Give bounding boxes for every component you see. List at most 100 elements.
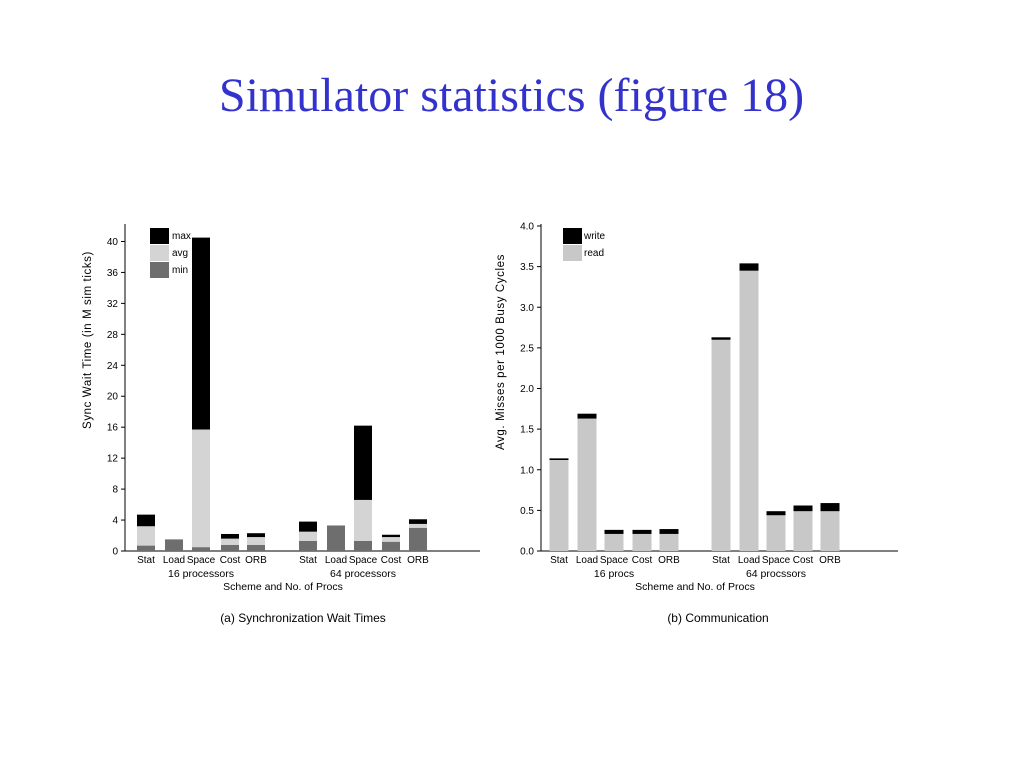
bar-a-1-stat-max: [299, 521, 317, 532]
bar-a-1-load-min: [327, 525, 345, 551]
bar-b-1-cost-write: [793, 505, 813, 512]
bar-a-0-load-min: [165, 539, 183, 551]
x-tick-label-a: Stat: [137, 555, 155, 566]
bar-a-0-orb-min: [247, 544, 265, 551]
x-tick-label-a: Space: [187, 555, 216, 566]
legend-label-a-min: min: [172, 265, 188, 276]
bar-b-0-orb-write: [659, 529, 679, 534]
x-tick-label-b: Space: [600, 555, 629, 566]
legend-swatch-b-read: [563, 245, 582, 261]
bar-b-0-space-write: [604, 529, 624, 534]
x-tick-label-b: Load: [576, 555, 598, 566]
x-tick-label-a: Cost: [220, 555, 241, 566]
y-tick-label-b: 1.5: [520, 425, 534, 436]
y-tick-label-b: 2.0: [520, 384, 534, 395]
y-tick-label-b: 0.0: [520, 547, 534, 558]
y-tick-label-b: 4.0: [520, 222, 534, 233]
y-axis-label-b: Avg. Misses per 1000 Busy Cycles: [495, 254, 507, 450]
bar-b-1-orb-write: [820, 503, 840, 512]
legend-label-a-max: max: [172, 231, 191, 242]
bar-b-1-space-read: [766, 515, 786, 551]
y-tick-label-b: 0.5: [520, 506, 534, 517]
y-tick-label-a: 24: [107, 361, 119, 372]
x-axis-label-a: Scheme and No. of Procs: [223, 581, 343, 593]
bar-a-1-orb-min: [409, 527, 427, 551]
y-tick-label-a: 20: [107, 392, 119, 403]
x-axis-label-b: Scheme and No. of Procs: [635, 581, 755, 593]
bar-b-1-stat-read: [711, 339, 731, 551]
bar-b-0-load-read: [577, 418, 597, 551]
bar-b-1-space-write: [766, 511, 786, 516]
bar-a-1-cost-avg: [382, 537, 400, 542]
bar-a-1-stat-avg: [299, 531, 317, 541]
bar-b-1-load-read: [739, 270, 759, 551]
x-tick-label-b: Stat: [712, 555, 730, 566]
bar-a-0-cost-avg: [221, 538, 239, 545]
legend-swatch-b-write: [563, 228, 582, 244]
x-tick-label-b: Stat: [550, 555, 568, 566]
group-label-b: 16 procs: [594, 568, 634, 580]
y-axis-label-a: Sync Wait Time (in M sim ticks): [82, 251, 94, 429]
bar-a-1-cost-max: [382, 534, 400, 538]
y-tick-label-a: 4: [112, 516, 118, 527]
bar-a-1-orb-avg: [409, 523, 427, 528]
legend-swatch-a-min: [150, 262, 169, 278]
bar-b-0-orb-read: [659, 533, 679, 551]
bar-b-1-cost-read: [793, 511, 813, 551]
bar-a-0-orb-avg: [247, 537, 265, 545]
group-label-b: 64 procssors: [746, 568, 806, 580]
chart-caption-b: (b) Communication: [667, 611, 768, 625]
bar-a-0-space-avg: [192, 429, 210, 548]
x-tick-label-a: Cost: [381, 555, 402, 566]
y-tick-label-b: 1.0: [520, 465, 534, 476]
bar-a-0-orb-max: [247, 533, 265, 538]
bar-b-0-cost-write: [632, 529, 652, 534]
chart-communication: 0.0 0.5 1.0 1.5 2.0 2.5 3.0 3.5 4.0 Avg. Misses p…: [495, 222, 898, 625]
x-tick-label-a: Stat: [299, 555, 317, 566]
bar-a-0-space-min: [192, 547, 210, 551]
chart-caption-a: (a) Synchronization Wait Times: [220, 611, 386, 625]
bar-b-0-stat-read: [549, 460, 569, 551]
y-tick-label-a: 32: [107, 299, 119, 310]
x-tick-label-b: Load: [738, 555, 760, 566]
bar-a-0-stat-max: [137, 514, 155, 527]
bar-b-0-space-read: [604, 533, 624, 551]
x-tick-label-b: Space: [762, 555, 791, 566]
bar-a-1-space-min: [354, 540, 372, 551]
y-tick-label-a: 0: [112, 547, 118, 558]
slide-title: Simulator statistics (figure 18): [218, 69, 805, 122]
y-tick-label-b: 2.5: [520, 343, 534, 354]
bar-b-1-load-write: [739, 263, 759, 271]
bar-b-0-load-write: [577, 413, 597, 419]
legend-swatch-a-max: [150, 228, 169, 244]
x-tick-label-a: ORB: [245, 555, 267, 566]
bar-a-0-cost-min: [221, 544, 239, 551]
x-tick-label-a: Space: [349, 555, 378, 566]
x-tick-label-a: ORB: [407, 555, 429, 566]
chart-sync-wait-times: 0 4 8 12 16 20 24 28 32 36 40 Sync Wait Time (in M …: [82, 224, 480, 625]
bar-a-1-stat-min: [299, 540, 317, 551]
y-tick-label-a: 28: [107, 330, 119, 341]
bar-a-1-orb-max: [409, 519, 427, 524]
bar-b-1-stat-write: [711, 337, 731, 340]
bar-a-0-stat-avg: [137, 526, 155, 546]
bar-a-1-cost-min: [382, 541, 400, 551]
y-tick-label-b: 3.0: [520, 303, 534, 314]
bar-a-0-space-max: [192, 237, 210, 430]
bar-a-1-space-avg: [354, 499, 372, 541]
bar-a-1-space-max: [354, 425, 372, 500]
legend-label-b-read: read: [584, 248, 604, 259]
legend-label-b-write: write: [583, 231, 606, 242]
y-tick-label-a: 40: [107, 237, 119, 248]
bar-b-0-stat-write: [549, 458, 569, 460]
x-tick-label-b: Cost: [632, 555, 653, 566]
bar-b-1-orb-read: [820, 511, 840, 551]
group-label-a: 64 processors: [330, 568, 396, 580]
x-tick-label-b: ORB: [819, 555, 841, 566]
y-tick-label-b: 3.5: [520, 262, 534, 273]
y-tick-label-a: 8: [112, 485, 118, 496]
bar-a-0-stat-min: [137, 545, 155, 551]
y-tick-label-a: 16: [107, 423, 119, 434]
legend-label-a-avg: avg: [172, 248, 188, 259]
